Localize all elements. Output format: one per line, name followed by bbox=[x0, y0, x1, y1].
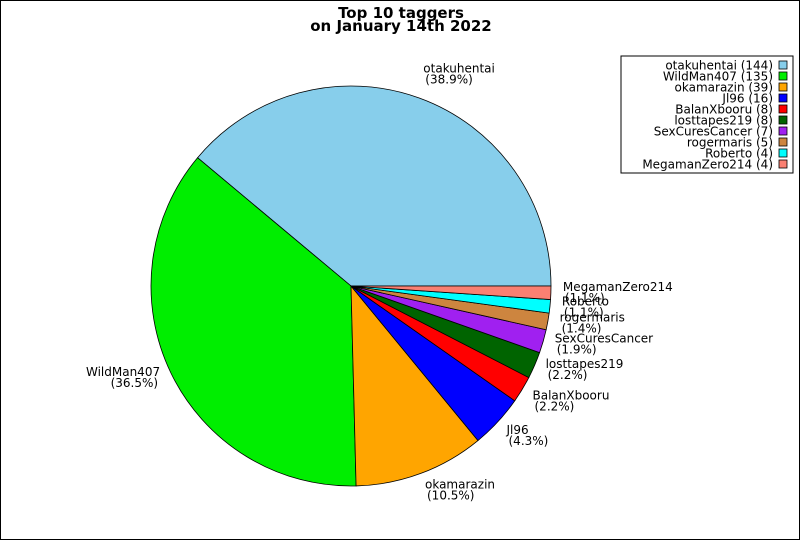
slice-percent-balanxbooru: (2.2%) bbox=[535, 400, 575, 414]
legend-box bbox=[620, 55, 794, 174]
pie-slices bbox=[150, 85, 552, 487]
legend-entry-roberto: Roberto (4) bbox=[705, 147, 773, 161]
legend-swatch-wildman407 bbox=[778, 71, 788, 81]
legend-swatch-otakuhentai bbox=[778, 60, 788, 70]
legend-swatch-rogermaris bbox=[778, 137, 788, 147]
slice-label-rogermaris: rogermaris bbox=[560, 311, 625, 325]
chart-subtitle: on January 14th 2022 bbox=[310, 17, 491, 35]
slice-percent-roberto: (1.1%) bbox=[564, 306, 604, 320]
legend-swatch-megamanzero214 bbox=[778, 159, 788, 169]
legend-entry-sexcurescancer: SexCuresCancer (7) bbox=[654, 125, 773, 139]
legend-swatch-jl96 bbox=[778, 93, 788, 103]
legend-entry-okamarazin: okamarazin (39) bbox=[675, 81, 773, 95]
slice-percent-wildman407: (36.5%) bbox=[111, 376, 158, 390]
slice-label-balanxbooru: BalanXbooru bbox=[533, 389, 610, 403]
legend-swatch-balanxbooru bbox=[778, 104, 788, 114]
pie-slice-megamanzero214 bbox=[350, 285, 552, 300]
slice-label-losttapes219: losttapes219 bbox=[546, 357, 624, 371]
legend-entry-otakuhentai: otakuhentai (144) bbox=[665, 59, 773, 73]
slice-percent-okamarazin: (10.5%) bbox=[427, 489, 474, 503]
pie-slice-okamarazin bbox=[350, 284, 479, 487]
chart-title: Top 10 taggers bbox=[338, 4, 464, 22]
pie-slice-otakuhentai bbox=[196, 85, 552, 287]
slice-percent-megamanzero214: (1.1%) bbox=[565, 291, 605, 305]
slice-percent-sexcurescancer: (1.9%) bbox=[557, 343, 597, 357]
slice-label-roberto: Roberto bbox=[562, 295, 609, 309]
slice-percent-losttapes219: (2.2%) bbox=[548, 368, 588, 382]
slice-label-jl96: Jl96 bbox=[506, 423, 529, 437]
legend-swatch-okamarazin bbox=[778, 82, 788, 92]
legend-entry-megamanzero214: MegamanZero214 (4) bbox=[642, 158, 773, 172]
slice-label-otakuhentai: otakuhentai bbox=[423, 62, 495, 76]
slice-percent-jl96: (4.3%) bbox=[509, 434, 549, 448]
legend-swatch-sexcurescancer bbox=[778, 126, 788, 136]
legend-entry-balanxbooru: BalanXbooru (8) bbox=[675, 103, 773, 117]
legend-entry-losttapes219: losttapes219 (8) bbox=[674, 114, 773, 128]
legend-entry-wildman407: WildMan407 (135) bbox=[663, 70, 773, 84]
slice-label-megamanzero214: MegamanZero214 bbox=[563, 280, 673, 294]
legend-entry-rogermaris: rogermaris (5) bbox=[687, 136, 773, 150]
slice-labels: otakuhentai(38.9%) WildMan407(36.5%) okama… bbox=[86, 62, 673, 503]
slice-label-wildman407: WildMan407 bbox=[86, 365, 160, 379]
legend-swatch-losttapes219 bbox=[778, 115, 788, 125]
legend-entry-jl96: Jl96 (16) bbox=[721, 92, 773, 106]
slice-percent-rogermaris: (1.4%) bbox=[562, 322, 602, 336]
pie-slice-wildman407 bbox=[150, 157, 357, 487]
slice-percent-otakuhentai: (38.9%) bbox=[425, 73, 472, 87]
slice-label-okamarazin: okamarazin bbox=[425, 478, 495, 492]
legend-swatch-roberto bbox=[778, 148, 788, 158]
slice-label-sexcurescancer: SexCuresCancer bbox=[555, 332, 653, 346]
legend: otakuhentai (144)WildMan407 (135)okamara… bbox=[620, 55, 794, 174]
